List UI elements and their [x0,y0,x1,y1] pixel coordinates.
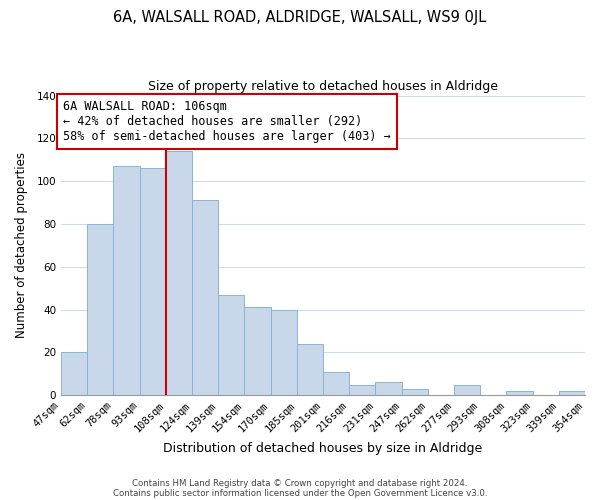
Bar [454,384,480,395]
Bar [559,391,585,395]
Text: 6A, WALSALL ROAD, ALDRIDGE, WALSALL, WS9 0JL: 6A, WALSALL ROAD, ALDRIDGE, WALSALL, WS9… [113,10,487,25]
Bar [218,294,244,395]
Bar [140,168,166,395]
Bar [506,391,533,395]
Bar [61,352,87,395]
Text: Contains public sector information licensed under the Open Government Licence v3: Contains public sector information licen… [113,488,487,498]
Bar [271,310,297,395]
Bar [192,200,218,395]
Text: Contains HM Land Registry data © Crown copyright and database right 2024.: Contains HM Land Registry data © Crown c… [132,478,468,488]
Bar [323,372,349,395]
Bar [401,389,428,395]
Text: 6A WALSALL ROAD: 106sqm
← 42% of detached houses are smaller (292)
58% of semi-d: 6A WALSALL ROAD: 106sqm ← 42% of detache… [63,100,391,143]
X-axis label: Distribution of detached houses by size in Aldridge: Distribution of detached houses by size … [163,442,482,455]
Bar [297,344,323,395]
Bar [166,151,192,395]
Title: Size of property relative to detached houses in Aldridge: Size of property relative to detached ho… [148,80,498,93]
Bar [87,224,113,395]
Bar [113,166,140,395]
Bar [349,384,376,395]
Y-axis label: Number of detached properties: Number of detached properties [15,152,28,338]
Bar [244,308,271,395]
Bar [376,382,401,395]
